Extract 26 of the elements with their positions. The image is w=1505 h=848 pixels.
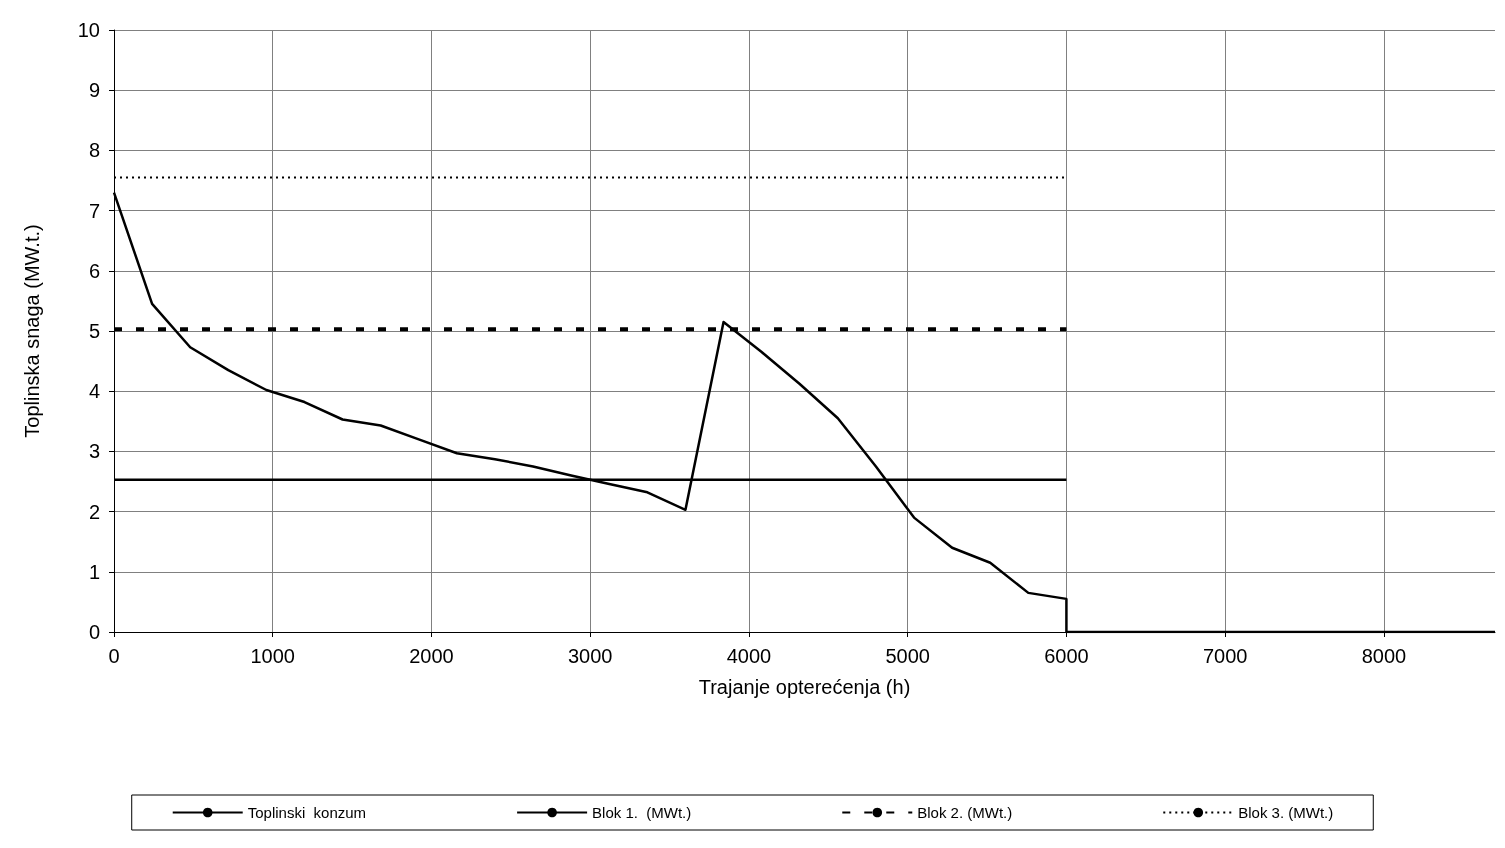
x-tick-label: 5000 [885,645,930,667]
y-tick-label: 9 [88,79,100,102]
y-tick-label: 0 [88,621,100,643]
x-tick-label: 3000 [567,645,613,667]
legend-label: Blok 3. (MWt.) [1238,804,1334,821]
y-tick-label: 1 [88,560,100,583]
x-axis-title: Trajanje opterećenja (h) [698,676,911,698]
x-tick-label: 4000 [726,645,772,667]
legend-label: Blok 1. (MWt.) [592,804,692,821]
legend-label: Toplinski konzum [247,804,367,821]
x-tick-label: 2000 [409,645,454,667]
x-tick-label: 0 [108,645,120,667]
y-tick-label: 3 [88,440,100,463]
y-tick-label: 5 [88,320,100,342]
x-tick-label: 7000 [1202,645,1248,667]
y-tick-label: 10 [77,19,100,41]
y-axis-title: Toplinska snaga (MW.t.) [21,224,43,438]
x-tick-label: 6000 [1044,645,1089,667]
legend-label: Blok 2. (MWt.) [917,804,1013,821]
y-tick-label: 8 [88,139,100,162]
y-tick-label: 7 [88,199,100,222]
x-tick-label: 1000 [250,645,295,667]
y-tick-label: 2 [88,500,100,523]
x-tick-label: 8000 [1361,645,1407,667]
y-tick-label: 6 [88,259,100,282]
y-tick-label: 4 [88,380,100,403]
